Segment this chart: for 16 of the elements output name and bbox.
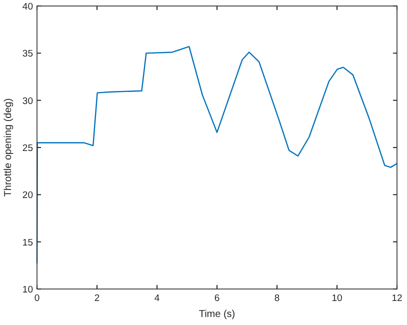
y-tick-label: 30 <box>22 96 33 107</box>
x-tick-label: 2 <box>94 293 100 304</box>
y-tick-label: 10 <box>22 284 33 296</box>
y-tick-label: 35 <box>22 48 33 60</box>
y-axis-title: Throttle opening (deg) <box>3 98 14 197</box>
y-tick-label: 40 <box>22 2 33 12</box>
x-tick-label: 10 <box>332 293 342 304</box>
y-tick-label: 20 <box>22 190 33 202</box>
y-tick-label: 25 <box>22 143 33 154</box>
x-tick-label: 4 <box>154 293 160 304</box>
x-tick-label: 12 <box>392 293 402 304</box>
x-axis-title: Time (s) <box>198 309 236 320</box>
x-tick-label: 8 <box>274 293 280 304</box>
x-tick-label: 0 <box>34 293 40 304</box>
y-tick-label: 15 <box>22 237 33 248</box>
x-tick-label: 6 <box>214 293 220 304</box>
